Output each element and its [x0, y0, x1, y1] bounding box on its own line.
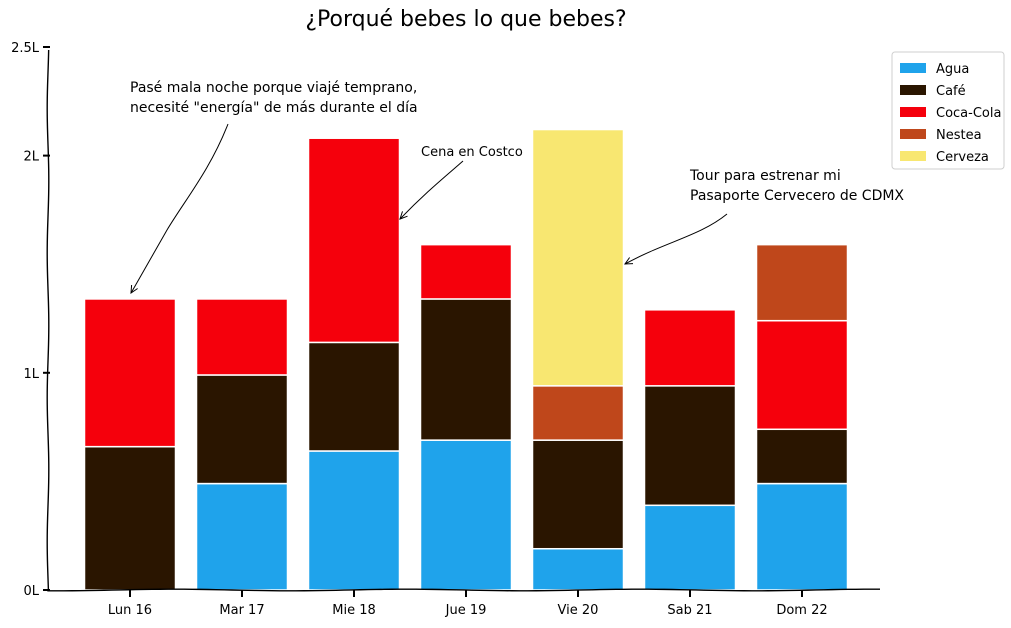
- y-axis-line: [46, 49, 50, 591]
- x-tick-label: Dom 22: [776, 603, 827, 618]
- bar-segment-mie-18-coca-cola: [307, 137, 401, 344]
- x-tick-label: Lun 16: [108, 603, 152, 618]
- bar-segment-vie-20-agua: [531, 547, 625, 591]
- annotation-arrowhead: [399, 211, 408, 220]
- bar-segment-jue-19-caf-: [419, 298, 513, 441]
- x-tick-label: Mie 18: [332, 603, 376, 618]
- bar-segment-mie-18-agua: [307, 450, 401, 591]
- annotation-text: Pasaporte Cervecero de CDMX: [690, 188, 904, 204]
- bar-segment-lun-16-coca-cola: [83, 298, 177, 448]
- annotation-arrow: [624, 213, 728, 265]
- y-tick-label: 1L: [23, 367, 39, 382]
- bar-segment-sab-21-agua: [643, 504, 737, 591]
- x-tick-label: Mar 17: [219, 603, 264, 618]
- bar-segment-dom-22-nestea: [755, 243, 849, 322]
- bar-segment-mar-17-caf-: [195, 374, 289, 485]
- bar-segment-vie-20-cerveza: [531, 128, 625, 387]
- x-axis-line: [47, 588, 881, 592]
- annotation-arrow: [130, 123, 229, 294]
- legend-label: Cerveza: [936, 150, 989, 165]
- legend-swatch: [900, 85, 926, 95]
- bar-segment-mar-17-agua: [195, 482, 289, 591]
- bar-segment-lun-16-caf-: [83, 445, 177, 591]
- bar-segment-jue-19-coca-cola: [419, 243, 513, 300]
- bar-segment-dom-22-coca-cola: [755, 319, 849, 431]
- x-tick-label: Vie 20: [558, 603, 599, 618]
- bar-segment-dom-22-caf-: [755, 428, 849, 485]
- annotation-arrowhead: [130, 284, 138, 294]
- y-tick-label: 2.5L: [11, 41, 40, 56]
- legend-label: Agua: [936, 62, 969, 77]
- legend-swatch: [900, 129, 926, 139]
- legend-label: Nestea: [936, 128, 982, 143]
- bar-segment-jue-19-agua: [419, 439, 513, 591]
- annotation-arrow: [399, 160, 464, 220]
- bars-layer: [83, 128, 849, 591]
- bar-segment-vie-20-nestea: [531, 385, 625, 441]
- legend-box: [891, 51, 1005, 170]
- annotations-layer: Pasé mala noche porque viajé temprano, ne…: [130, 80, 904, 294]
- bar-segment-mie-18-caf-: [307, 341, 401, 452]
- annotation-text: Cena en Costco: [421, 145, 523, 160]
- x-tick-label: Sab 21: [667, 603, 712, 618]
- legend: Agua Café Coca-Cola Nestea Cerveza: [891, 51, 1005, 170]
- bar-segment-dom-22-agua: [755, 482, 849, 591]
- axes-layer: 0L 1L 2L 2.5L Lun 16 Mar 17 Mie 18 Jue 19 Vie 20…: [11, 41, 881, 618]
- legend-swatch: [900, 63, 926, 73]
- bar-segment-sab-21-caf-: [643, 385, 737, 507]
- annotation-text: Pasé mala noche porque viajé temprano,: [130, 80, 417, 96]
- bar-segment-sab-21-coca-cola: [643, 309, 737, 387]
- bar-segment-mar-17-coca-cola: [195, 298, 289, 376]
- legend-label: Coca-Cola: [936, 106, 1001, 121]
- legend-label: Café: [936, 84, 966, 99]
- annotation-text: Tour para estrenar mi: [689, 168, 841, 184]
- legend-swatch: [900, 107, 926, 117]
- chart-title: ¿Porqué bebes lo que bebes?: [305, 7, 626, 32]
- annotation-text: necesité "energía" de más durante el día: [130, 100, 418, 116]
- y-tick-label: 0L: [23, 584, 39, 599]
- y-tick-label: 2L: [23, 150, 39, 165]
- bar-segment-vie-20-caf-: [531, 439, 625, 550]
- annotation-arrowhead: [623, 257, 634, 265]
- legend-swatch: [900, 151, 926, 161]
- x-tick-label: Jue 19: [445, 603, 487, 618]
